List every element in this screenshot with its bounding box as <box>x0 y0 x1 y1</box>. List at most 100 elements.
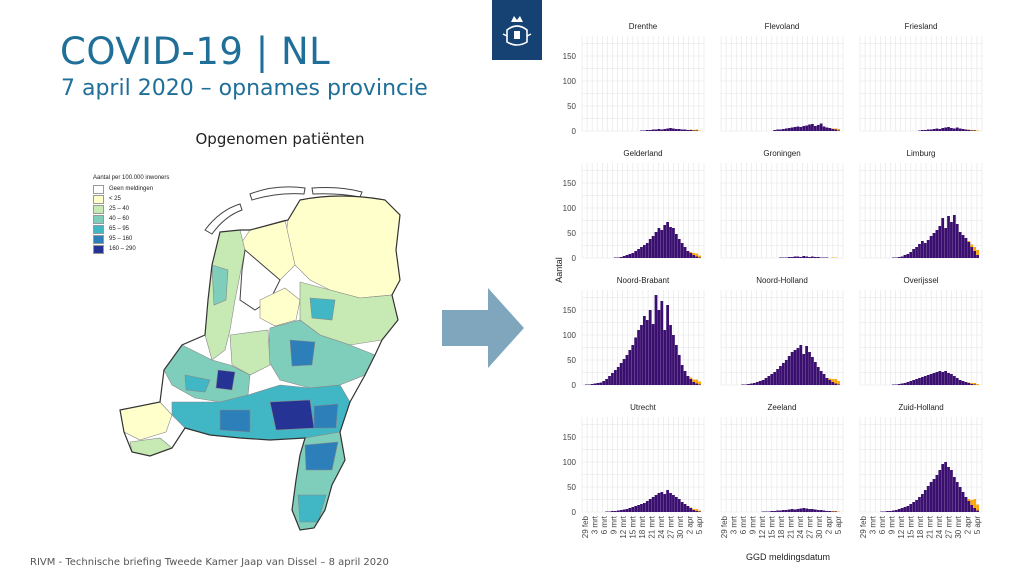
x-tick-label: 29 feb <box>581 515 590 538</box>
legend-label: 40 – 60 <box>109 216 130 222</box>
bar <box>941 464 945 512</box>
bar <box>758 381 762 385</box>
bar <box>950 222 953 258</box>
bar <box>955 378 959 385</box>
bar-recent <box>837 129 840 131</box>
bar <box>672 128 675 131</box>
legend-swatch <box>93 214 104 224</box>
bar <box>631 253 635 258</box>
bar <box>819 371 823 385</box>
bar <box>793 256 797 258</box>
bar <box>944 228 947 258</box>
x-tick-label: 21 mrt <box>926 515 935 538</box>
bar <box>828 380 832 385</box>
bar <box>698 257 701 258</box>
bar <box>666 128 669 131</box>
bar <box>779 366 782 385</box>
legend-swatch <box>93 234 104 244</box>
bar <box>894 384 898 385</box>
bar <box>669 493 672 512</box>
bar-recent <box>970 130 974 131</box>
bar <box>950 374 953 385</box>
bar <box>683 371 687 385</box>
facet-title: Noord-Brabant <box>617 276 670 285</box>
facet-panel: Limburg <box>859 149 983 259</box>
bar <box>961 129 965 131</box>
bar <box>590 384 594 385</box>
bar-recent <box>828 378 832 380</box>
bar <box>813 362 817 385</box>
bar <box>955 127 959 131</box>
bar <box>677 129 681 131</box>
facet-panel: Noord-Brabant 0 50 100 150 <box>563 276 705 390</box>
bar <box>657 493 661 512</box>
bar <box>625 509 629 512</box>
bar <box>811 256 814 258</box>
bar <box>918 130 921 131</box>
x-tick-label: 18 mrt <box>638 515 647 538</box>
bar <box>672 335 675 385</box>
bar <box>915 247 918 258</box>
map-region-limburg <box>297 494 327 523</box>
bar <box>976 510 979 512</box>
bar <box>683 247 687 258</box>
bar-recent <box>970 244 974 247</box>
bar-recent <box>695 129 699 131</box>
bar <box>787 257 791 258</box>
bar-recent <box>970 383 974 384</box>
legend-label: 95 – 160 <box>109 236 133 242</box>
bar <box>923 376 927 385</box>
bar <box>657 228 661 258</box>
bar <box>793 350 797 385</box>
x-tick-label: 12 mrt <box>619 515 628 538</box>
bar <box>802 354 806 385</box>
bar <box>918 378 921 385</box>
bar-recent <box>695 253 699 257</box>
bar <box>776 510 779 512</box>
bar <box>880 511 884 512</box>
bar <box>674 497 678 512</box>
bar <box>695 383 699 385</box>
bar <box>921 494 924 512</box>
facet-title: Groningen <box>763 149 800 158</box>
bar <box>952 376 956 385</box>
bar <box>796 256 800 258</box>
bar <box>912 249 916 258</box>
bar <box>640 130 643 131</box>
bar-recent <box>837 511 840 512</box>
bar <box>811 357 814 385</box>
bar <box>805 508 808 512</box>
bar <box>947 216 950 258</box>
legend-label: < 25 <box>109 196 121 202</box>
bar <box>950 470 953 512</box>
map-region-noord-brabant <box>219 409 251 433</box>
bar <box>686 251 690 258</box>
legend-label: 160 – 290 <box>109 246 136 252</box>
y-tick-label: 50 <box>567 483 576 492</box>
bar-recent <box>831 257 835 258</box>
bar <box>894 257 898 258</box>
bar-recent <box>698 255 701 258</box>
bar <box>825 511 829 512</box>
bar <box>912 502 916 512</box>
bar-recent <box>834 511 838 512</box>
bar <box>926 129 930 131</box>
x-tick-label: 3 mrt <box>730 515 739 534</box>
faceted-bar-chart: Aantal GGD meldingsdatum Drenthe 0 50 100 15… <box>554 22 983 562</box>
bar <box>970 384 974 385</box>
bar <box>938 226 942 258</box>
bar <box>929 482 933 512</box>
x-tick-label: 30 mrt <box>954 515 963 538</box>
bar <box>692 130 696 131</box>
bar <box>784 510 788 512</box>
bar <box>915 379 918 385</box>
bar <box>921 377 924 385</box>
bar-recent <box>976 130 979 131</box>
bar <box>602 381 606 385</box>
bar <box>802 508 806 512</box>
x-tick-label: 21 mrt <box>648 515 657 538</box>
bar <box>952 477 956 512</box>
bar <box>770 374 774 385</box>
bar-recent <box>967 499 971 501</box>
bar <box>634 506 638 512</box>
